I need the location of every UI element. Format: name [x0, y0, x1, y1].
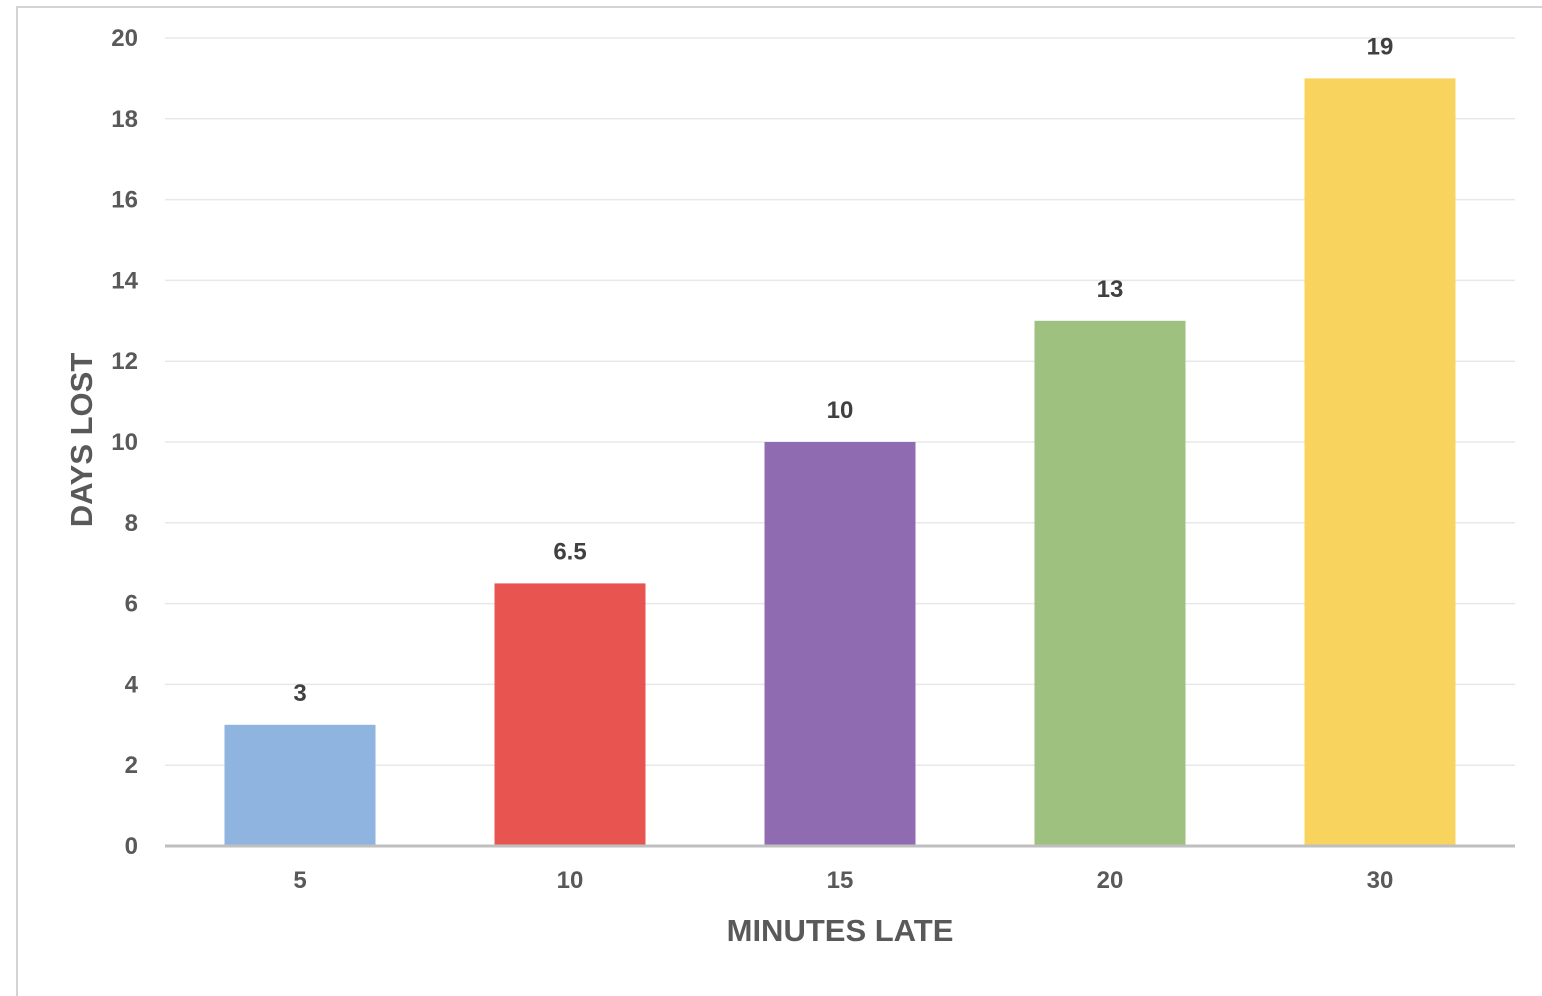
- bar: [1034, 320, 1186, 846]
- y-tick-label: 10: [111, 429, 138, 456]
- y-tick-label: 18: [111, 106, 138, 133]
- y-tick-label: 20: [111, 25, 138, 52]
- bar: [1304, 78, 1456, 846]
- chart-frame: [16, 6, 1542, 996]
- y-tick-labels: 0 2 4 6 8 10 12 14 16 18 20: [111, 25, 138, 860]
- y-axis-title: DAYS LOST: [64, 353, 99, 528]
- bar: [764, 442, 916, 846]
- y-tick-label: 0: [125, 833, 138, 860]
- y-tick-label: 2: [125, 752, 138, 779]
- x-axis-title: MINUTES LATE: [727, 913, 954, 948]
- data-label: 3: [293, 680, 306, 707]
- x-tick-label: 5: [293, 867, 306, 894]
- x-tick-label: 20: [1097, 867, 1124, 894]
- data-labels: 3 6.5 10 13 19: [293, 33, 1393, 706]
- x-tick-label: 30: [1367, 867, 1394, 894]
- data-label: 19: [1367, 33, 1394, 60]
- bar: [494, 583, 646, 846]
- x-tick-label: 15: [827, 867, 854, 894]
- data-label: 13: [1097, 276, 1124, 303]
- x-tick-labels: 5 10 15 20 30: [293, 867, 1393, 894]
- y-tick-label: 14: [111, 267, 138, 294]
- bar: [224, 724, 376, 846]
- y-tick-label: 16: [111, 187, 138, 214]
- data-label: 10: [827, 397, 854, 424]
- y-tick-label: 6: [125, 591, 138, 618]
- y-tick-label: 12: [111, 348, 138, 375]
- data-label: 6.5: [553, 538, 586, 565]
- y-tick-label: 8: [125, 510, 138, 537]
- x-tick-label: 10: [557, 867, 584, 894]
- bars: [224, 78, 1456, 846]
- y-tick-label: 4: [125, 671, 139, 698]
